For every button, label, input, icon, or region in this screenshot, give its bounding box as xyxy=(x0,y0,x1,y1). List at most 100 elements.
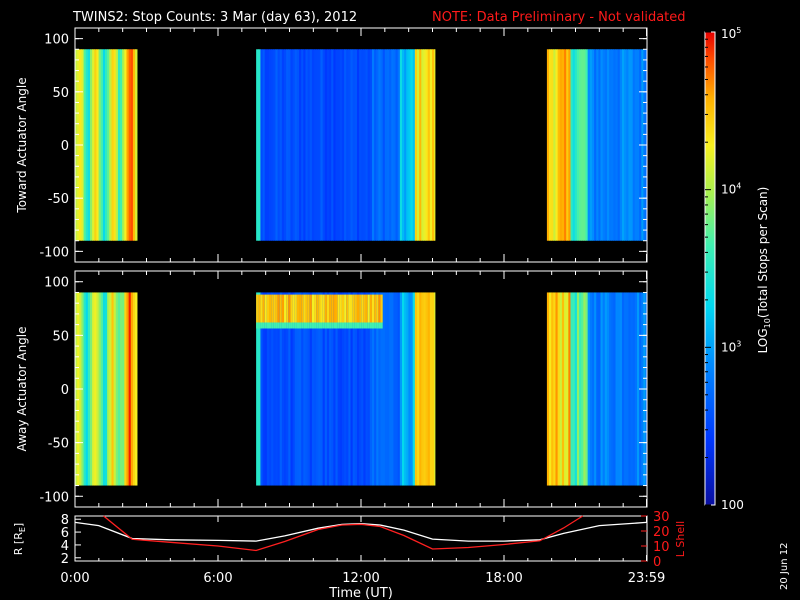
heatmap-cell xyxy=(102,49,106,241)
heatmap-cell xyxy=(606,49,610,241)
heatmap-cell xyxy=(264,292,268,486)
heatmap-cell xyxy=(292,292,296,486)
heatmap-cell xyxy=(363,49,367,241)
heatmap-cell xyxy=(256,49,259,241)
heatmap-band-cell xyxy=(341,322,345,329)
colorbar-tick-label: 105 xyxy=(721,26,741,41)
heatmap-cell xyxy=(367,49,371,241)
heatmap-band-cell xyxy=(296,322,300,329)
heatmap-cell xyxy=(352,49,356,241)
heatmap-cell xyxy=(621,49,625,241)
y-tick-label: -100 xyxy=(39,245,69,260)
heatmap-band-cell xyxy=(305,322,309,329)
heatmap-cell xyxy=(410,292,414,486)
heatmap-cell xyxy=(421,49,424,241)
x-tick-label: 0:00 xyxy=(60,571,89,586)
heatmap-cell xyxy=(549,49,552,241)
heatmap-cell xyxy=(100,292,104,486)
heatmap-cell xyxy=(122,292,125,486)
heatmap-cell xyxy=(369,292,373,486)
heatmap-band-cell xyxy=(314,294,317,323)
heatmap-cell xyxy=(281,49,285,241)
heatmap-band-cell xyxy=(346,322,349,329)
heatmap-band-cell xyxy=(322,294,326,323)
heatmap-cell xyxy=(412,292,416,486)
heatmap-cell xyxy=(365,292,369,486)
heatmap-cell xyxy=(596,49,599,241)
heatmap-cell xyxy=(284,292,287,486)
heatmap-cell xyxy=(271,49,274,241)
heatmap-cell xyxy=(290,49,294,241)
heatmap-cell xyxy=(98,49,102,241)
heatmap-cell xyxy=(107,49,110,241)
heatmap-cell xyxy=(624,49,627,241)
heatmap-cell xyxy=(92,292,95,486)
heatmap-cell xyxy=(83,49,87,241)
l-shell-line xyxy=(103,515,584,552)
heatmap-band-cell xyxy=(309,294,313,323)
heatmap-cell xyxy=(258,49,261,241)
heatmap-band-cell xyxy=(359,322,362,329)
heatmap-band-cell xyxy=(307,294,311,323)
heatmap-cell xyxy=(365,49,369,241)
heatmap-cell xyxy=(391,292,394,486)
heatmap-cell xyxy=(284,49,287,241)
heatmap-band-cell xyxy=(284,294,287,323)
heatmap-band-cell xyxy=(262,294,266,323)
heatmap-cell xyxy=(128,49,132,241)
heatmap-cell xyxy=(339,292,343,486)
heatmap-cell xyxy=(421,292,424,486)
heatmap-cell xyxy=(634,49,638,241)
heatmap-cell xyxy=(551,292,554,486)
heatmap-cell xyxy=(609,292,612,486)
heatmap-cell xyxy=(634,292,638,486)
heatmap-cell xyxy=(632,292,636,486)
heatmap-cell xyxy=(576,49,580,241)
heatmap-band-cell xyxy=(367,322,371,329)
heatmap-band-cell xyxy=(260,294,264,323)
heatmap-cell xyxy=(294,292,298,486)
heatmap-cell xyxy=(427,292,431,486)
heatmap-cell xyxy=(309,49,313,241)
heatmap-cell xyxy=(344,292,347,486)
colorbar-gradient xyxy=(705,32,715,505)
heatmap-cell xyxy=(301,292,304,486)
heatmap-cell xyxy=(386,49,390,241)
colorbar-tick-exp: 4 xyxy=(736,182,741,191)
heatmap-band-cell xyxy=(378,322,382,329)
heatmap-cell xyxy=(546,49,550,241)
heatmap-band-cell xyxy=(305,294,309,323)
heatmap-band-cell xyxy=(273,322,276,329)
heatmap-band-cell xyxy=(281,322,285,329)
heatmap-cell xyxy=(598,49,602,241)
heatmap-cell xyxy=(130,49,134,241)
heatmap-cell xyxy=(425,49,429,241)
heatmap-cell xyxy=(299,49,302,241)
heatmap-cell xyxy=(269,49,272,241)
heatmap-band-cell xyxy=(294,294,298,323)
heatmap-cell xyxy=(617,292,621,486)
date-stamp: 20 Jun 12 xyxy=(779,543,790,590)
heatmap-band-cell xyxy=(324,322,328,329)
heatmap-band-cell xyxy=(352,294,356,323)
heatmap-cell xyxy=(432,49,435,241)
heatmap-band-cell xyxy=(337,322,341,329)
heatmap-cell xyxy=(339,49,343,241)
heatmap-cell xyxy=(348,49,352,241)
heatmap-band-cell xyxy=(299,322,302,329)
colorbar-tick-base: 10 xyxy=(721,27,736,41)
heatmap-cell xyxy=(277,49,281,241)
heatmap-cell xyxy=(271,292,274,486)
heatmap-cell xyxy=(348,292,352,486)
heatmap-cell xyxy=(303,49,306,241)
heatmap-cell xyxy=(613,292,617,486)
heatmap-cell xyxy=(346,49,349,241)
heatmap-cell xyxy=(624,292,627,486)
heatmap-cell xyxy=(311,49,315,241)
heatmap-cell xyxy=(126,292,130,486)
heatmap-band-cell xyxy=(290,294,294,323)
heatmap-cell xyxy=(94,49,97,241)
heatmap-cell xyxy=(361,49,364,241)
r-axis-label-text: R [R xyxy=(12,532,25,555)
